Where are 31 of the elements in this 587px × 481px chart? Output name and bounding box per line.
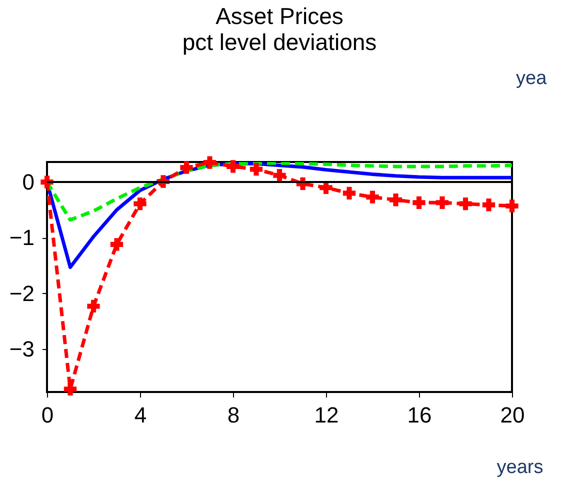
point: [273, 169, 286, 182]
point: [482, 198, 496, 212]
chart-subtitle: pct level deviations: [182, 29, 377, 55]
chart-title: Asset Prices: [216, 3, 344, 29]
point: [250, 162, 263, 176]
point: [110, 238, 124, 251]
point: [506, 200, 518, 212]
y-tick-label: −1: [9, 225, 34, 250]
text: years: [496, 457, 544, 478]
point: [203, 156, 216, 169]
y-tick-label: 0: [22, 170, 34, 195]
x-tick-label: 12: [314, 402, 339, 428]
y-tick-label: −2: [9, 280, 34, 306]
point: [436, 196, 449, 209]
point: [342, 186, 356, 200]
x-tick-label: 8: [227, 402, 240, 428]
x-tick-label: 4: [134, 402, 147, 428]
point: [412, 196, 426, 209]
point: [389, 194, 402, 206]
y-tick-label: −3: [9, 336, 34, 362]
x-tick-label: 20: [500, 402, 525, 428]
point: [134, 197, 146, 210]
point: [226, 160, 240, 173]
point: [87, 300, 100, 313]
text: yea: [516, 68, 548, 89]
point: [180, 161, 193, 174]
point: [366, 190, 379, 204]
point: [459, 197, 472, 210]
x-tick-label: 0: [41, 402, 54, 428]
x-tick-label: 16: [407, 402, 432, 428]
point: [64, 382, 77, 396]
